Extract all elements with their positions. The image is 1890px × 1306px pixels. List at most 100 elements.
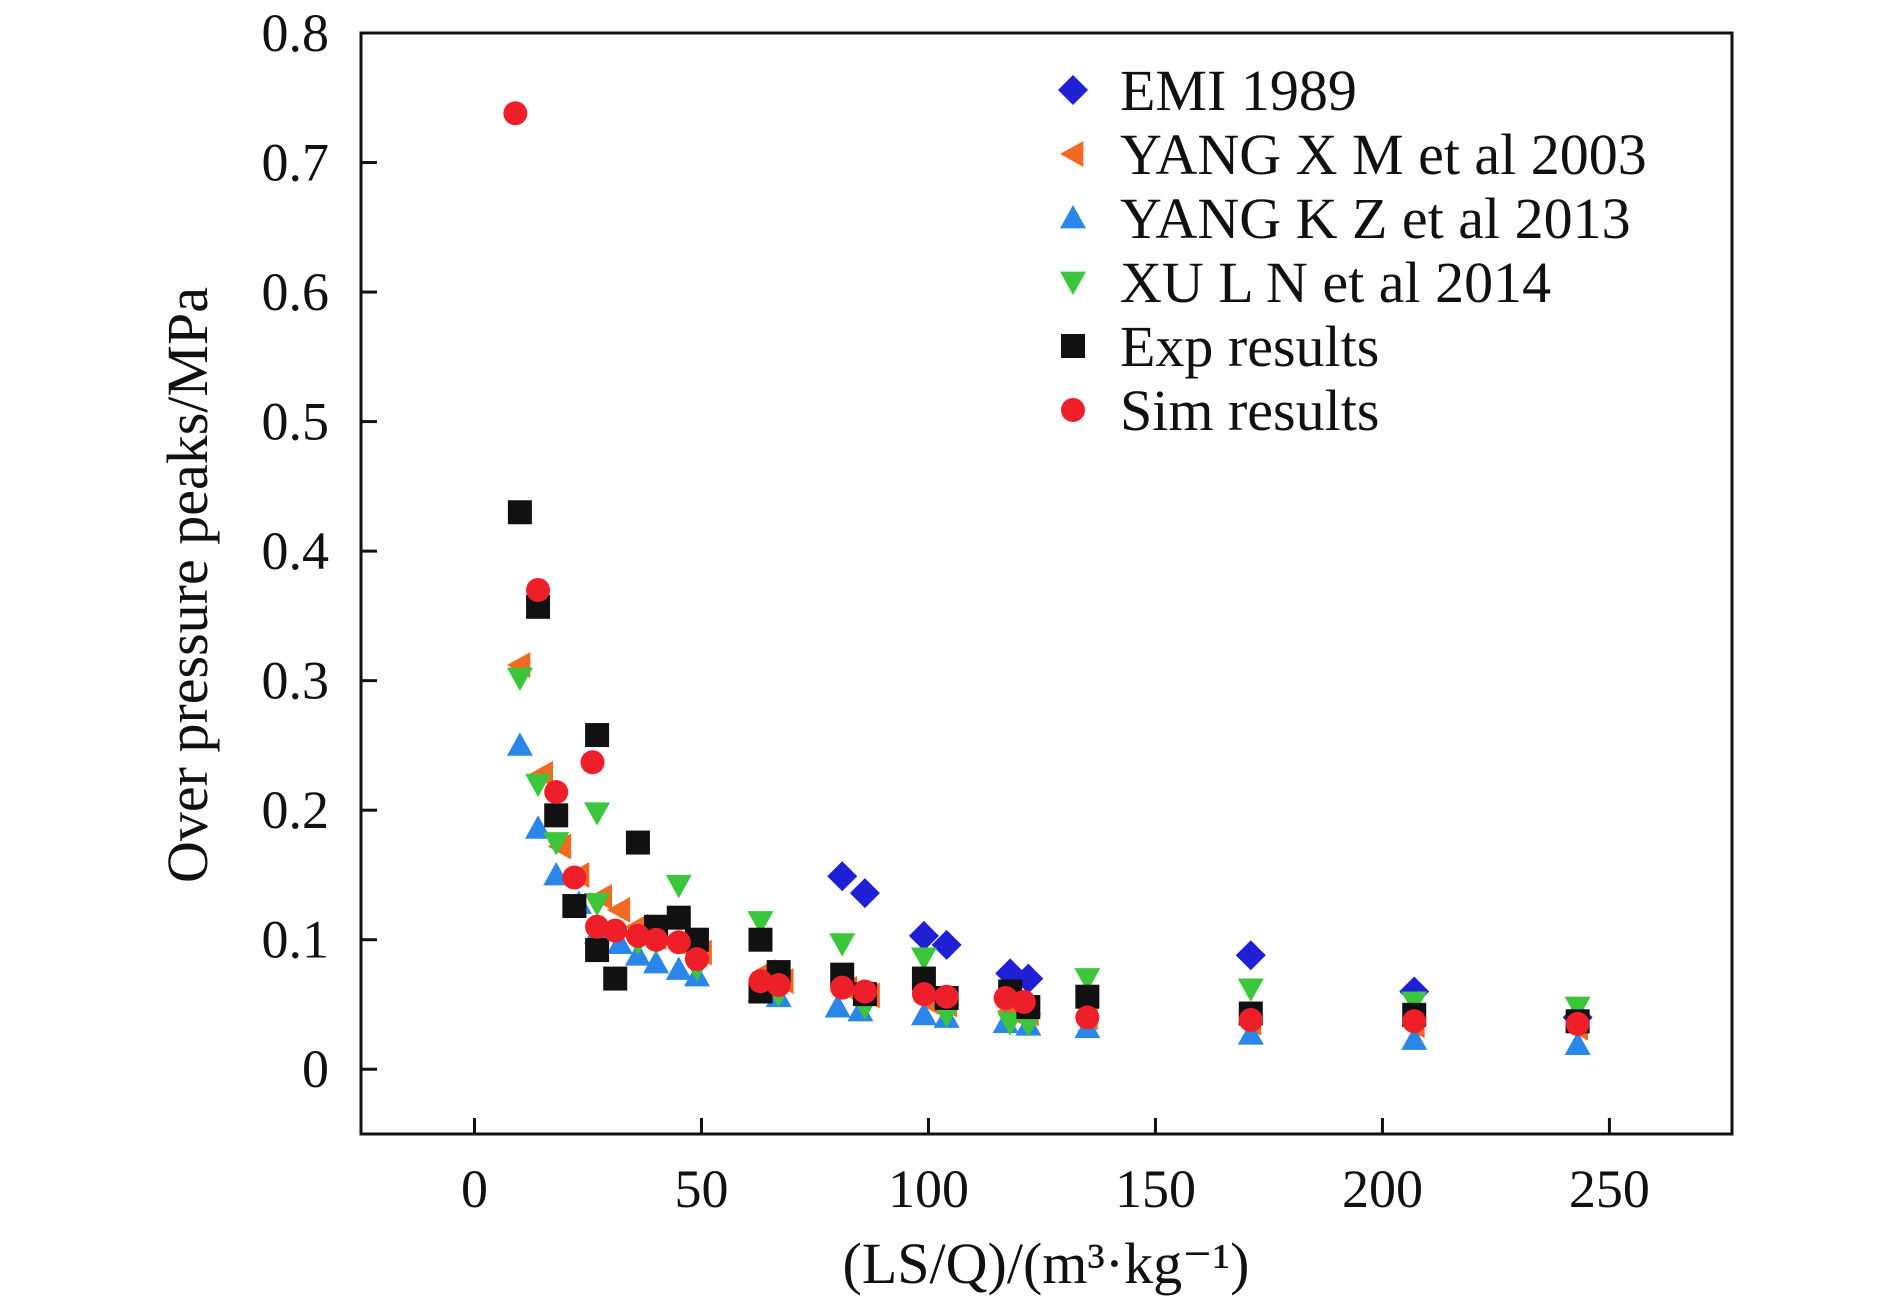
data-point bbox=[625, 923, 650, 948]
data-point bbox=[585, 938, 610, 963]
data-point bbox=[908, 920, 939, 951]
data-point bbox=[1015, 1013, 1042, 1037]
x-tick-label: 250 bbox=[1569, 1159, 1650, 1219]
x-axis-label: (LS/Q)/(m³·kg⁻¹) bbox=[843, 1231, 1250, 1296]
x-tick-label: 100 bbox=[888, 1159, 969, 1219]
legend-marker bbox=[1061, 398, 1085, 422]
data-point bbox=[603, 918, 628, 943]
data-point bbox=[584, 893, 611, 917]
legend-label: EMI 1989 bbox=[1120, 58, 1357, 123]
data-point bbox=[852, 979, 877, 1004]
y-axis: 0 0.1 0.2 0.3 0.4 0.5 0.6 0.7 0.8 bbox=[262, 3, 377, 1099]
y-tick-label: 0.5 bbox=[262, 392, 330, 452]
data-point bbox=[506, 732, 533, 756]
x-tick-label: 50 bbox=[674, 1159, 728, 1219]
series-square bbox=[507, 500, 1590, 1034]
data-point bbox=[849, 878, 880, 909]
series-triangle-up bbox=[506, 732, 1591, 1056]
data-point bbox=[1565, 1011, 1590, 1036]
data-point bbox=[747, 911, 774, 935]
legend-marker bbox=[1060, 141, 1084, 167]
data-point bbox=[606, 896, 631, 923]
data-point bbox=[665, 874, 692, 899]
data-point bbox=[910, 1001, 937, 1026]
data-point bbox=[543, 832, 570, 856]
data-point bbox=[910, 947, 937, 971]
data-point bbox=[684, 947, 709, 972]
data-point bbox=[665, 956, 692, 980]
x-tick-label: 0 bbox=[461, 1159, 488, 1219]
data-point bbox=[644, 927, 669, 952]
data-point bbox=[503, 101, 528, 126]
data-point bbox=[1564, 1031, 1591, 1056]
y-tick-label: 0.8 bbox=[262, 3, 330, 63]
y-tick-label: 0.1 bbox=[262, 910, 330, 970]
data-point bbox=[934, 984, 959, 1009]
legend-label: YANG X M et al 2003 bbox=[1120, 122, 1647, 187]
data-point bbox=[1011, 989, 1036, 1014]
plot-frame bbox=[359, 31, 1734, 1136]
data-point bbox=[525, 773, 552, 798]
data-point bbox=[584, 802, 611, 826]
data-point bbox=[766, 973, 791, 998]
data-point bbox=[824, 994, 851, 1018]
legend-marker bbox=[1058, 75, 1088, 105]
data-point bbox=[666, 905, 691, 930]
legend-item: EMI 1989 bbox=[1058, 58, 1357, 123]
series-circle bbox=[503, 101, 1590, 1036]
x-tick-label: 200 bbox=[1342, 1159, 1423, 1219]
data-point bbox=[643, 950, 670, 974]
series-triangle-down bbox=[506, 667, 1591, 1037]
legend-item: XU L N et al 2014 bbox=[1060, 250, 1551, 315]
data-point bbox=[585, 723, 610, 748]
y-axis-label: Over pressure peaks/MPa bbox=[155, 287, 220, 883]
data-point bbox=[748, 969, 773, 994]
legend-item: YANG X M et al 2003 bbox=[1060, 122, 1647, 187]
data-point bbox=[544, 780, 569, 805]
data-point bbox=[1402, 1009, 1427, 1034]
data-point bbox=[580, 750, 605, 775]
data-point bbox=[585, 914, 610, 939]
data-point bbox=[1075, 984, 1100, 1009]
data-point bbox=[830, 975, 855, 1000]
data-points bbox=[503, 101, 1593, 1056]
data-point bbox=[625, 830, 650, 855]
y-tick-label: 0.7 bbox=[262, 133, 330, 193]
y-tick-label: 0.3 bbox=[262, 651, 330, 711]
legend-label: Sim results bbox=[1120, 378, 1379, 443]
data-point bbox=[1237, 1021, 1264, 1045]
data-point bbox=[1237, 978, 1264, 1002]
y-tick-label: 0 bbox=[302, 1039, 329, 1099]
legend-marker bbox=[1061, 334, 1085, 358]
legend-item: Sim results bbox=[1061, 378, 1379, 443]
data-point bbox=[827, 861, 858, 892]
data-point bbox=[1235, 940, 1266, 971]
y-tick-label: 0.4 bbox=[262, 521, 330, 581]
data-point bbox=[666, 930, 691, 955]
legend-marker bbox=[1060, 271, 1086, 295]
legend-label: XU L N et al 2014 bbox=[1120, 250, 1551, 315]
x-axis: 0 50 100 150 200 250 bbox=[461, 1118, 1650, 1219]
data-point bbox=[911, 982, 936, 1007]
data-point bbox=[829, 933, 856, 957]
data-point bbox=[993, 985, 1018, 1010]
data-point bbox=[603, 966, 628, 991]
data-point bbox=[933, 1004, 960, 1028]
data-point bbox=[562, 894, 587, 919]
data-point bbox=[606, 930, 633, 954]
series-triangle-left bbox=[506, 652, 1589, 1041]
data-point bbox=[1074, 968, 1101, 992]
legend-item: YANG K Z et al 2013 bbox=[1060, 186, 1631, 251]
data-point bbox=[526, 577, 551, 602]
data-point bbox=[562, 865, 587, 890]
data-point bbox=[748, 927, 773, 952]
legend-marker bbox=[1060, 205, 1086, 229]
data-point bbox=[1238, 1008, 1263, 1033]
data-point bbox=[507, 500, 532, 525]
y-tick-label: 0.2 bbox=[262, 780, 330, 840]
x-tick-label: 150 bbox=[1115, 1159, 1196, 1219]
legend-label: Exp results bbox=[1120, 314, 1379, 379]
y-tick-label: 0.6 bbox=[262, 262, 330, 322]
